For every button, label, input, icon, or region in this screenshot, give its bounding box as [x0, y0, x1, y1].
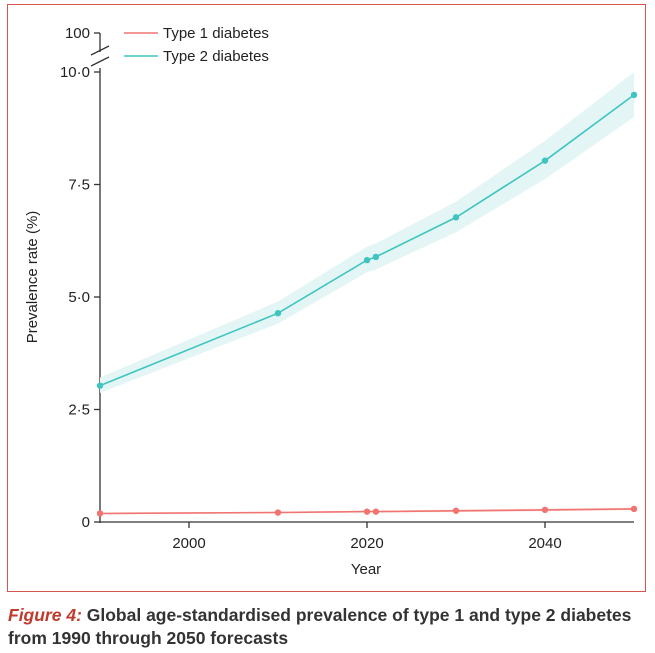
data-point-type1	[541, 506, 549, 514]
legend-label-type2: Type 2 diabetes	[163, 48, 269, 65]
caption-label: Figure 4:	[8, 605, 82, 625]
data-point-type1	[96, 510, 104, 517]
data-point-type2	[96, 382, 104, 389]
data-point-type2	[452, 214, 460, 221]
data-point-type2	[274, 310, 282, 317]
series-points	[96, 91, 638, 517]
y-tick-label: 0	[82, 514, 90, 531]
x-tick-label: 2000	[172, 535, 205, 552]
data-point-type2	[372, 253, 380, 261]
data-point-type2	[363, 256, 371, 264]
data-point-type1	[630, 505, 638, 513]
legend: Type 1 diabetes Type 2 diabetes	[124, 25, 269, 65]
chart: 100 0 2·5 5·0 7·5 10·0 2000 2020 2040 Year Pre…	[24, 25, 638, 578]
y-tick-label: 7·5	[68, 177, 90, 194]
legend-label-type1: Type 1 diabetes	[163, 25, 269, 42]
x-tick-label: 2040	[528, 535, 561, 552]
figure-caption: Figure 4: Global age-standardised preval…	[8, 604, 648, 650]
confidence-bands	[100, 72, 634, 515]
data-point-type2	[541, 157, 549, 164]
data-point-type1	[372, 508, 380, 515]
x-axis-title: Year	[351, 561, 381, 578]
x-ticks: 2000 2020 2040	[172, 522, 562, 552]
figure-frame	[7, 4, 646, 592]
y-break-label: 100	[65, 25, 90, 42]
y-tick-label: 5·0	[68, 289, 90, 306]
data-point-type1	[274, 509, 282, 516]
uncertainty-band-type2	[100, 72, 634, 393]
y-tick-label: 10·0	[60, 64, 90, 81]
axis-break-mark	[90, 56, 110, 67]
data-point-type1	[452, 507, 460, 514]
x-tick-label: 2020	[350, 535, 383, 552]
y-tick-label: 2·5	[68, 402, 90, 419]
y-axis-title: Prevalence rate (%)	[24, 211, 41, 344]
caption-text: Global age-standardised prevalence of ty…	[8, 605, 632, 648]
data-point-type2	[630, 91, 638, 99]
y-ticks: 0 2·5 5·0 7·5 10·0	[60, 64, 100, 531]
axis-break-mark	[90, 45, 110, 56]
data-point-type1	[363, 508, 371, 515]
